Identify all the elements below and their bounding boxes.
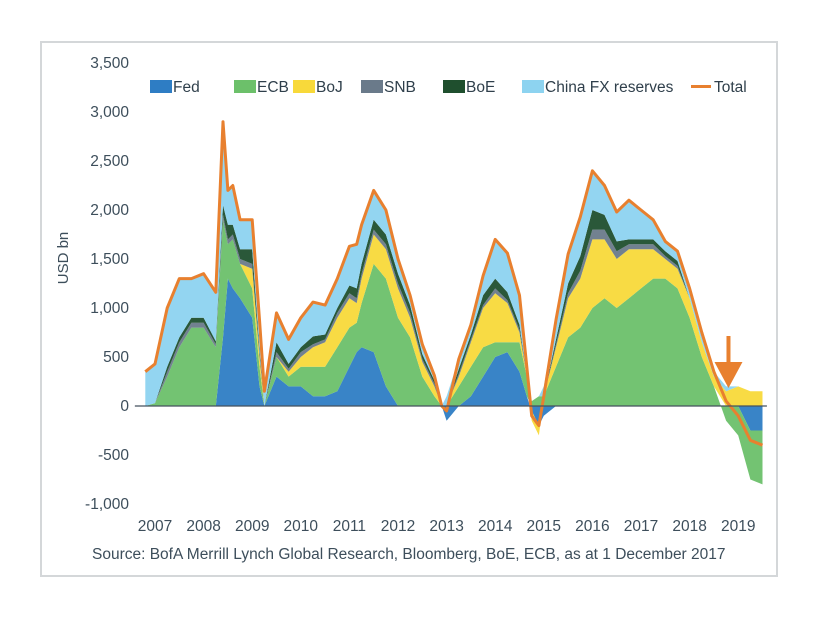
x-tick-label: 2008 [186,518,220,535]
legend-label-boe: BoE [466,79,495,96]
x-tick-label: 2018 [672,518,706,535]
legend-label-ecb: ECB [257,79,289,96]
annotation [714,336,743,388]
x-tick-label: 2011 [333,518,366,535]
source-note: Source: BofA Merrill Lynch Global Resear… [92,546,726,563]
y-tick-label: -500 [98,447,129,464]
legend-swatch-china-fx-reserves [522,80,544,93]
x-tick-label: 2014 [478,518,513,535]
x-tick-label: 2012 [381,518,415,535]
y-axis-label: USD bn [55,232,72,285]
y-tick-label: 2,500 [90,153,129,170]
legend-label-snb: SNB [384,79,416,96]
y-tick-label: 1,000 [90,300,129,317]
x-tick-label: 2009 [235,518,269,535]
legend-label-china-fx-reserves: China FX reserves [545,79,674,96]
legend-swatch-ecb [234,80,256,93]
legend-swatch-boj [293,80,315,93]
y-tick-label: 3,000 [90,104,129,121]
y-tick-label: 0 [120,398,129,415]
x-tick-label: 2016 [575,518,609,535]
legend-label-boj: BoJ [316,79,343,96]
legend: Fed ECB BoJ SNB BoE China FX reserves Total [150,79,747,96]
series-area-ecb [145,219,763,485]
series-area-boj [145,219,763,436]
x-tick-label: 2013 [429,518,463,535]
x-tick-label: 2010 [284,518,319,535]
series-area-china-fx-reserves [145,121,763,407]
y-axis-ticks: 3,500 3,000 2,500 2,000 1,500 1,000 500 0 -500 -1… [85,55,129,513]
series-area-fed [145,278,763,431]
x-tick-label: 2015 [527,518,561,535]
legend-label-fed: Fed [173,79,200,96]
legend-label-total: Total [714,79,747,96]
x-tick-label: 2017 [624,518,658,535]
y-tick-label: 1,500 [90,251,129,268]
y-tick-label: 3,500 [90,55,129,72]
legend-swatch-fed [150,80,172,93]
x-tick-label: 2007 [138,518,172,535]
y-tick-label: 500 [103,349,129,366]
annotation-arrow-shaft [726,336,731,366]
legend-swatch-snb [361,80,383,93]
x-axis-ticks: 2007 2008 2009 2010 2011 2012 2013 2014 2015 2016… [138,518,756,535]
plot-areas [144,120,764,485]
legend-swatch-boe [443,80,465,93]
y-tick-label: 2,000 [90,202,129,219]
series-area-snb [145,214,763,406]
y-tick-label: -1,000 [85,496,129,513]
annotation-arrow-head [714,362,743,388]
x-tick-label: 2019 [721,518,755,535]
